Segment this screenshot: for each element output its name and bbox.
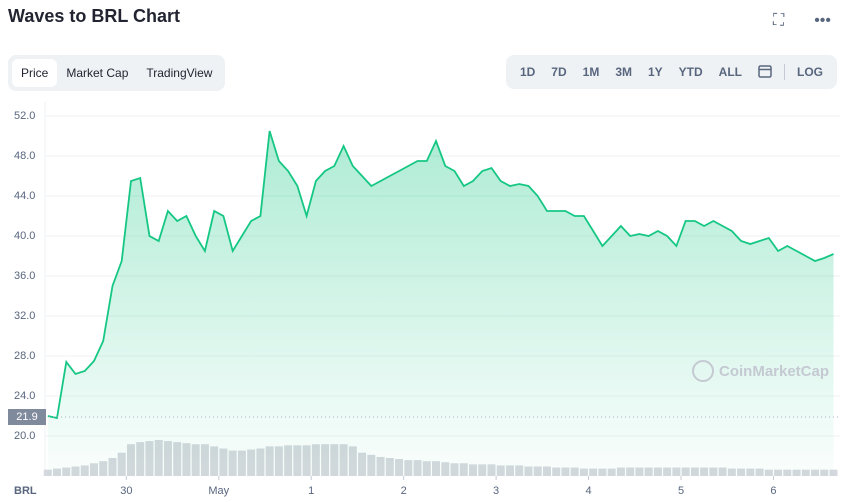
tab[interactable]: Price (12, 59, 58, 87)
x-tick-label: 5 (678, 485, 684, 497)
range-button[interactable]: 3M (615, 65, 632, 79)
y-tick-label: 20.0 (14, 430, 35, 442)
volume-bar (43, 469, 52, 476)
toolbar-icons: ⛶ ••• (773, 12, 831, 30)
y-tick-label: 48.0 (14, 150, 35, 162)
tab[interactable]: Market Cap (66, 66, 129, 80)
y-tick-label: 28.0 (14, 350, 35, 362)
more-icon[interactable]: ••• (814, 12, 831, 29)
y-tick-label: 24.0 (14, 390, 35, 402)
current-price-box (8, 409, 46, 425)
separator (784, 64, 785, 80)
y-tick-label: 52.0 (14, 110, 35, 122)
range-button[interactable]: 1Y (647, 65, 663, 79)
view-tabs: Price Market Cap TradingView (8, 55, 226, 91)
range-buttons: 1D 7D 1M 3M 1Y YTD ALL LOG (505, 55, 837, 89)
range-button[interactable]: 7D (551, 65, 567, 79)
price-line (47, 130, 834, 420)
currency-label: BRL (14, 485, 37, 497)
range-button[interactable]: ALL (718, 65, 742, 79)
x-tick-label: May (208, 485, 229, 497)
x-tick-label: 1 (308, 485, 314, 497)
y-tick-label: 44.0 (14, 190, 35, 202)
range-button[interactable]: 1D (519, 65, 536, 79)
y-tick-label: 36.0 (14, 270, 35, 282)
log-button[interactable]: LOG (797, 65, 823, 79)
range-button[interactable]: 1M (582, 65, 600, 79)
calendar-icon[interactable] (750, 58, 780, 87)
volume-bar (829, 469, 838, 476)
x-tick-label: 30 (120, 485, 132, 497)
x-tick-label: 3 (493, 485, 499, 497)
price-area (47, 131, 834, 476)
watermark-logo (692, 360, 714, 382)
watermark: CoinMarketCap (719, 363, 829, 380)
y-tick-label: 32.0 (14, 310, 35, 322)
y-tick-label: 40.0 (14, 230, 35, 242)
x-tick-label: 4 (585, 485, 591, 497)
x-tick-label: 2 (401, 485, 407, 497)
tab[interactable]: TradingView (146, 66, 213, 80)
current-price-label: 21.9 (16, 411, 37, 423)
calendar-glyph (758, 64, 772, 78)
range-button[interactable]: YTD (678, 65, 703, 79)
chart-title: Waves to BRL Chart (8, 6, 181, 26)
fullscreen-icon[interactable]: ⛶ (772, 12, 785, 29)
x-tick-label: 6 (770, 485, 776, 497)
